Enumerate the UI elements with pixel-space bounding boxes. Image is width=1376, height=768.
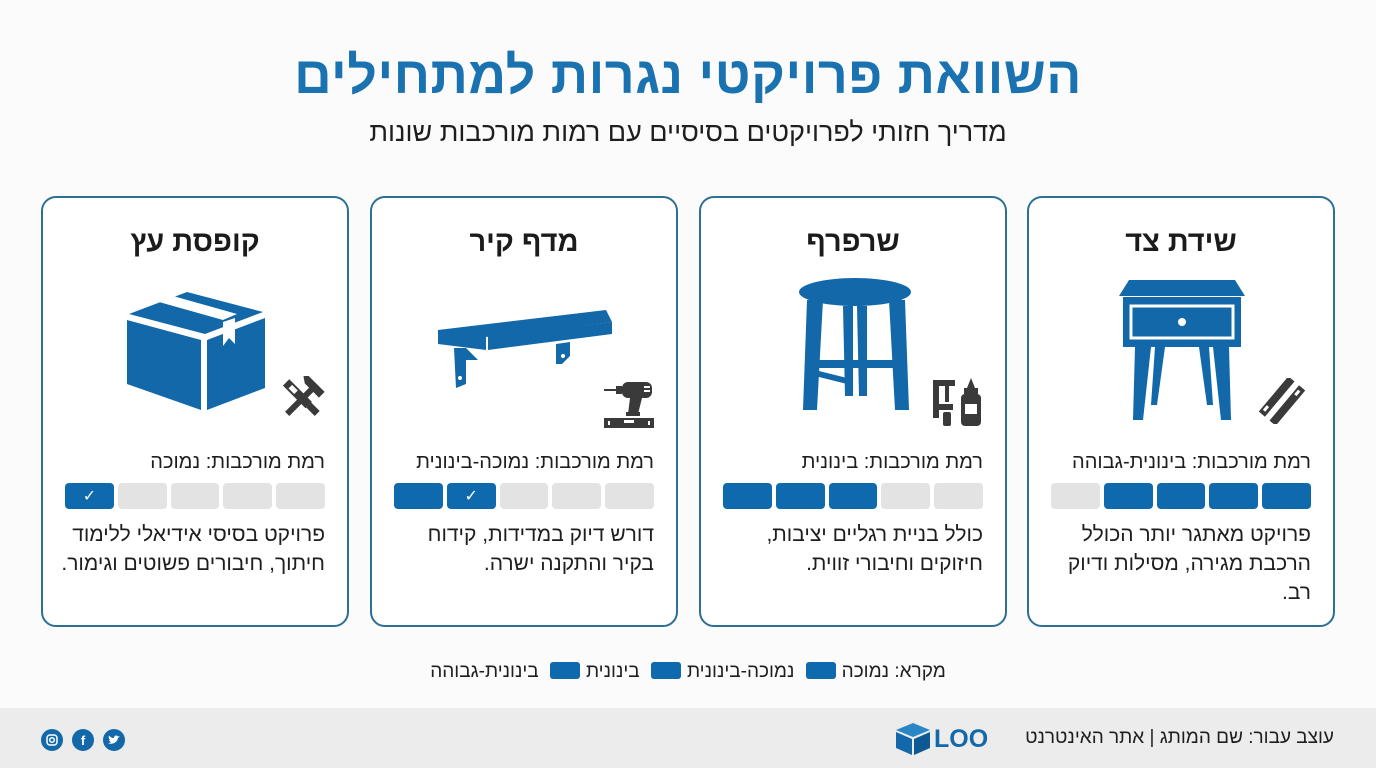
cube-logo-icon — [896, 723, 930, 755]
logo-text: LOO — [934, 724, 989, 753]
nightstand-icon — [1119, 280, 1245, 420]
bar-segment — [1051, 483, 1100, 509]
project-card-wall-shelf: מדף קיר רמת מורכבות: נמוכה-בינונית — [370, 196, 678, 627]
bar-segment — [934, 483, 983, 509]
project-card-nightstand: שידת צד רמת מורכבות: בינונית-גבוהה — [1027, 196, 1335, 627]
legend-prefix: מקרא: — [894, 661, 946, 682]
bar-segment-checked — [65, 483, 114, 509]
legend-item-low: נמוכה — [841, 661, 890, 682]
bar-segment — [276, 483, 325, 509]
card-description: כולל בניית רגליים יציבות, חיזוקים וחיבור… — [766, 523, 983, 575]
instagram-icon[interactable] — [41, 729, 63, 751]
complexity-label: רמת מורכבות: בינונית — [801, 451, 983, 473]
complexity-bar — [65, 483, 325, 511]
drill-and-level-icon — [604, 382, 654, 428]
wall-shelf-icon — [438, 310, 612, 388]
card-description: פרויקט בסיסי אידיאלי ללימוד חיתוך, חיבור… — [61, 523, 325, 575]
card-title: שידת צד — [1125, 226, 1237, 258]
complexity-bar — [723, 483, 983, 511]
facebook-icon[interactable]: f — [72, 729, 94, 751]
bar-segment — [117, 483, 167, 509]
bar-segment — [552, 483, 602, 509]
bar-segment-checked — [446, 483, 496, 509]
legend-swatch — [805, 662, 836, 679]
wooden-box-icon — [127, 292, 265, 410]
brand-logo[interactable]: LOO — [896, 722, 988, 756]
bar-segment — [499, 483, 549, 509]
project-card-wooden-box: קופסת עץ רמת מורכבות: נמוכה פרו — [41, 196, 349, 627]
bar-segment — [1103, 483, 1153, 509]
complexity-bar — [1051, 483, 1311, 511]
bar-segment — [223, 483, 273, 509]
card-description: פרויקט מאתגר יותר הכולל הרכבת מגירה, מסי… — [1067, 523, 1311, 604]
footer: עוצב עבור: שם המותג | אתר האינטרנט LOO f — [0, 708, 1376, 768]
complexity-label: רמת מורכבות: נמוכה-בינונית — [416, 451, 654, 473]
bar-segment — [723, 483, 772, 509]
card-title: מדף קיר — [469, 226, 579, 258]
bar-segment — [1209, 483, 1259, 509]
legend-swatch — [549, 662, 580, 679]
project-card-stool: שרפרף רמת מורכבות: בינונית — [699, 196, 1007, 627]
legend: מקרא: נמוכה נמוכה-בינונית בינונית בינוני… — [0, 658, 1376, 686]
drawer-slides-icon — [1258, 378, 1306, 424]
footer-credit: עוצב עבור: שם המותג | אתר האינטרנט — [1025, 727, 1334, 748]
twitter-icon[interactable] — [103, 729, 125, 751]
complexity-bar — [394, 483, 654, 511]
bar-segment — [1262, 483, 1311, 509]
legend-item-medium-high: בינונית-גבוהה — [430, 661, 539, 682]
social-links: f — [41, 729, 125, 751]
stool-icon — [799, 278, 911, 410]
bar-segment — [775, 483, 825, 509]
page-subtitle: מדריך חזותי לפרויקטים בסיסיים עם רמות מו… — [369, 117, 1007, 147]
bar-segment — [394, 483, 443, 509]
clamp-and-glue-icon — [933, 378, 981, 426]
legend-item-low-medium: נמוכה-בינונית — [686, 661, 795, 682]
card-description: דורש דיוק במדידות, קידוח בקיר והתקנה ישר… — [427, 523, 654, 575]
bar-segment — [881, 483, 931, 509]
card-title: קופסת עץ — [130, 226, 260, 258]
legend-swatch — [650, 662, 681, 679]
complexity-label: רמת מורכבות: נמוכה — [150, 451, 325, 473]
hammer-and-saw-icon — [282, 376, 325, 416]
complexity-label: רמת מורכבות: בינונית-גבוהה — [1072, 451, 1311, 473]
bar-segment — [170, 483, 220, 509]
card-title: שרפרף — [806, 226, 900, 258]
bar-segment — [605, 483, 654, 509]
page-title: השוואת פרויקטי נגרות למתחילים — [294, 47, 1082, 105]
bar-segment — [828, 483, 878, 509]
legend-item-medium: בינונית — [585, 661, 640, 682]
bar-segment — [1156, 483, 1206, 509]
